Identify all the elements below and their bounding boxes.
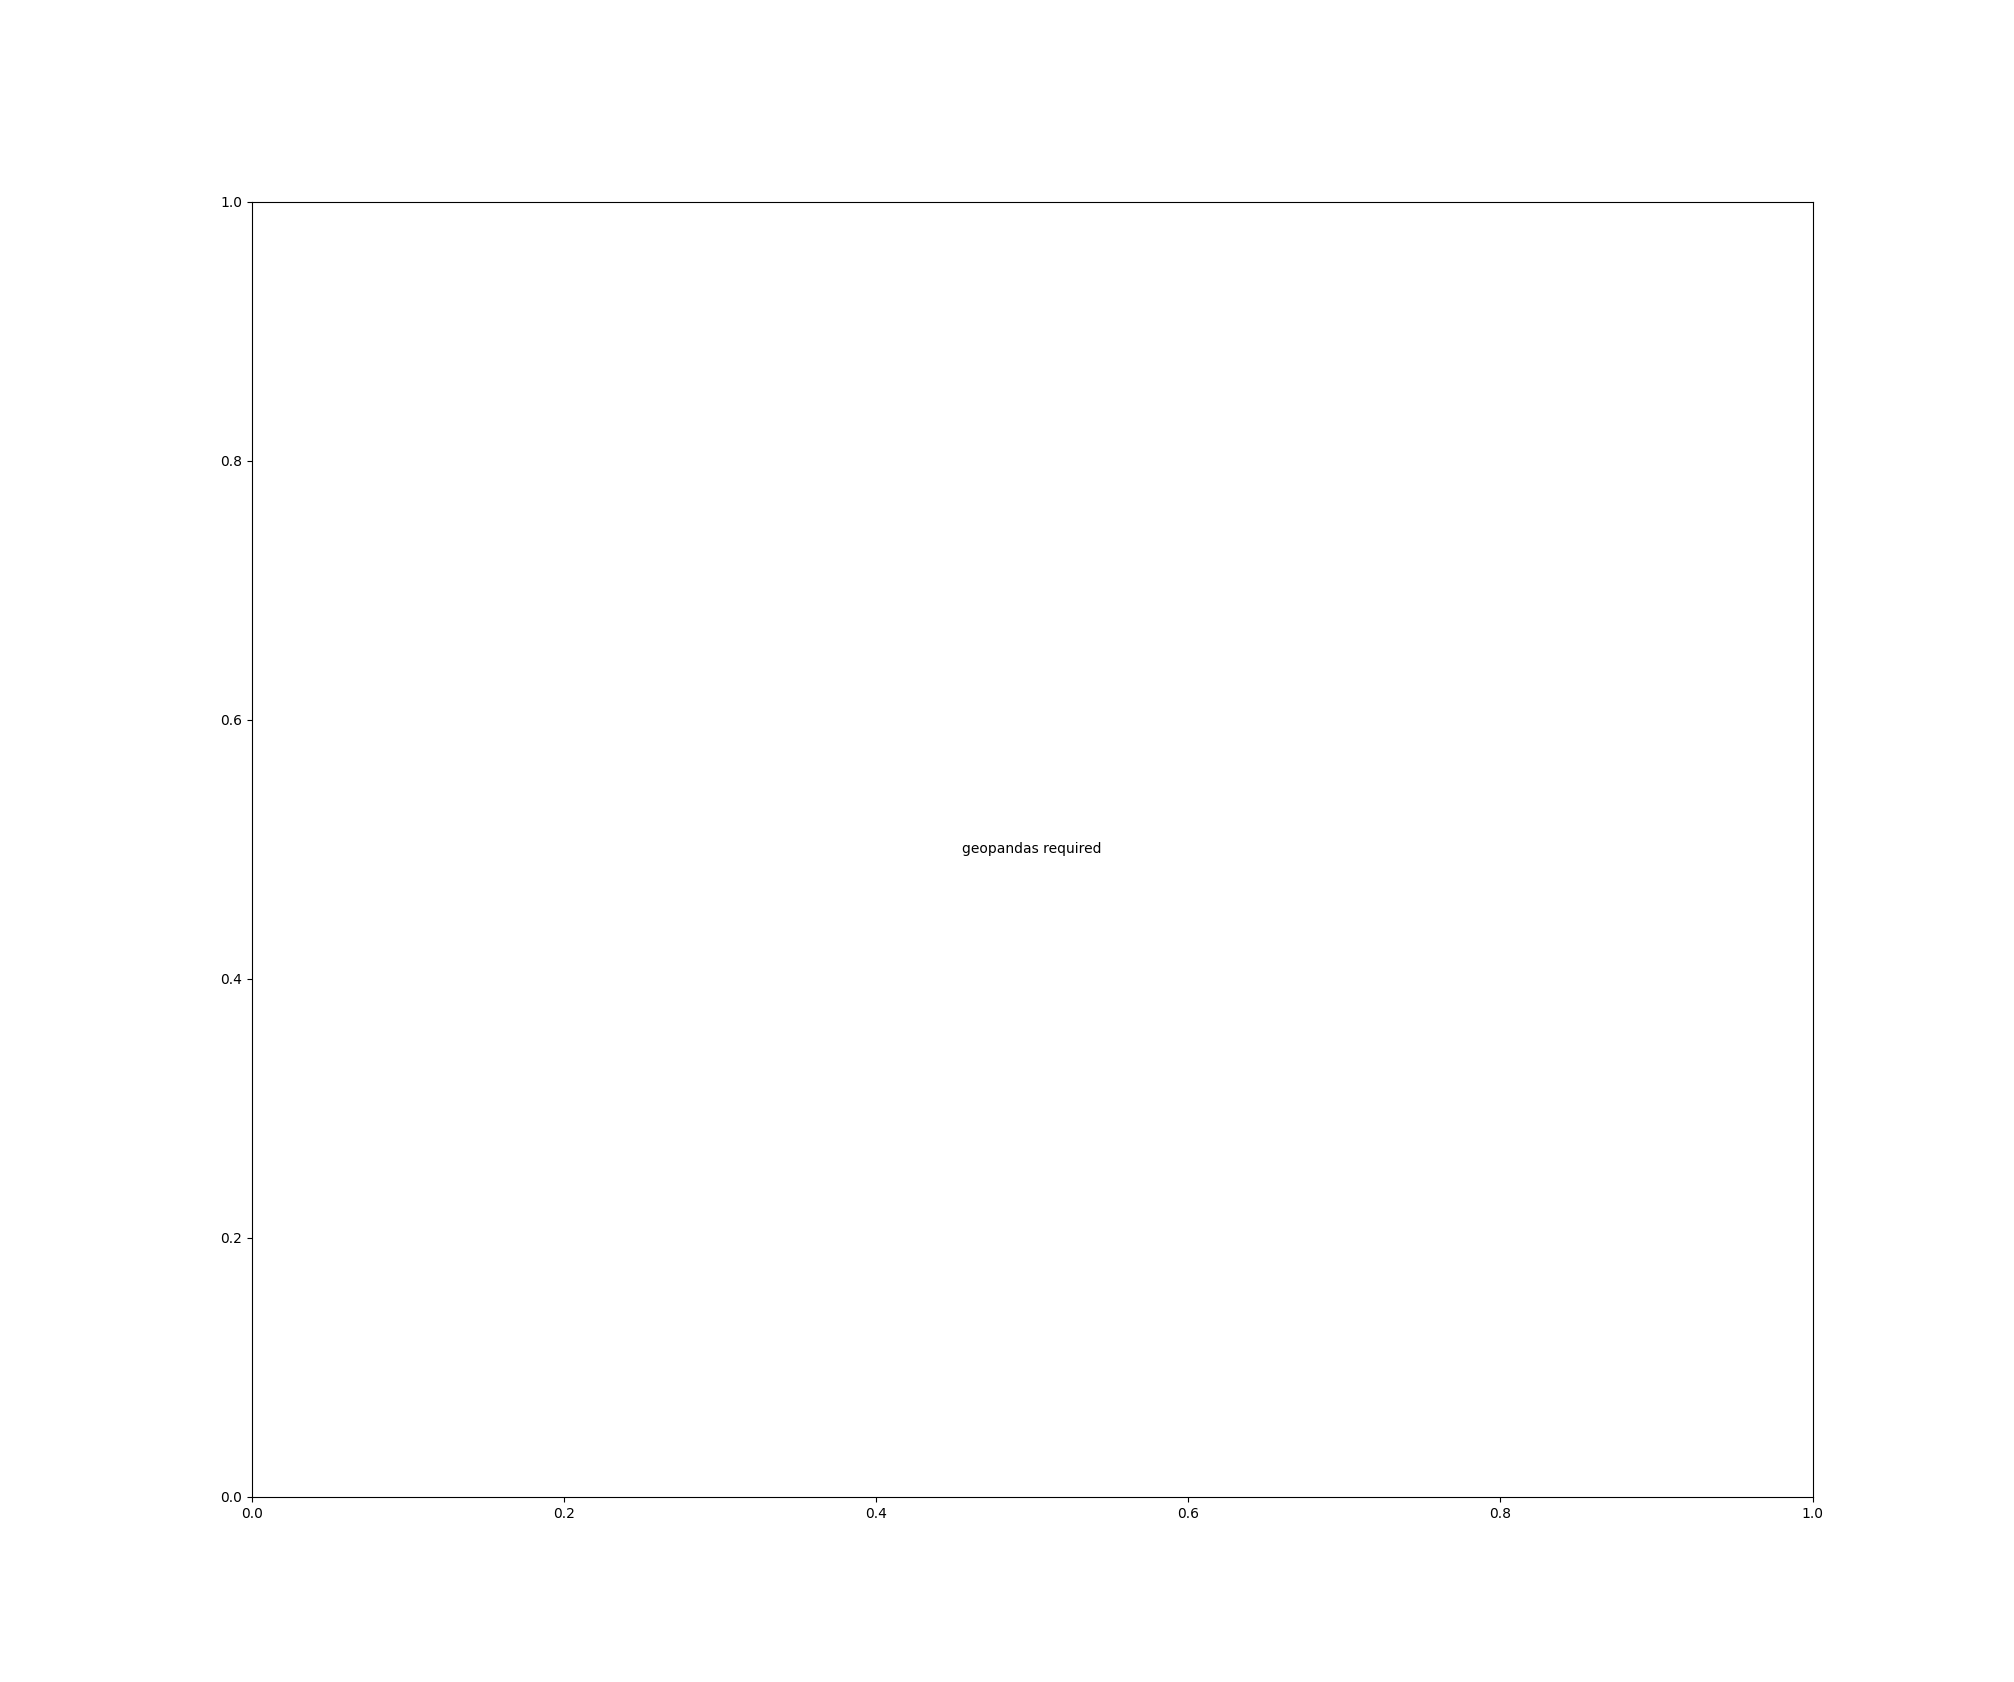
Text: geopandas required: geopandas required <box>963 843 1102 856</box>
